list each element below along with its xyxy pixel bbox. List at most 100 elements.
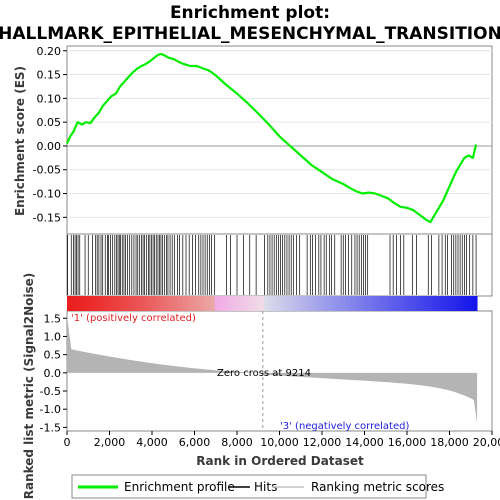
metric-y-tick-label: 1.5 [44,312,62,325]
colorbar-segment [226,296,232,311]
colorbar-segment [267,296,273,311]
colorbar-segment [284,296,289,311]
colorbar-segment [300,296,306,311]
colorbar-segment [399,296,404,311]
colorbar-segment [169,296,175,311]
colorbar-segment [161,296,166,311]
colorbar-segment [165,296,170,311]
colorbar-segment [153,296,158,311]
x-tick-label: 10,000 [260,436,299,449]
colorbar-segment [403,296,408,311]
colorbar-segment [272,296,277,311]
colorbar-segment [157,296,162,311]
colorbar-segment [91,296,97,311]
colorbar-segment [308,296,314,311]
colorbar-segment [296,296,302,311]
colorbar-segment [468,296,474,311]
colorbar-segment [181,296,187,311]
colorbar-segment [374,296,380,311]
colorbar-segment [345,296,351,311]
colorbar-segment [263,296,269,311]
x-tick-label: 6,000 [179,436,211,449]
x-tick-label: 4,000 [136,436,168,449]
colorbar-segment [280,296,285,311]
colorbar-segment [120,296,125,311]
x-tick-label: 12,000 [303,436,342,449]
colorbar-segment [473,296,478,311]
metric-y-tick-label: -1.0 [40,403,61,416]
hits-plot-area [67,235,477,295]
colorbar-segment [194,296,199,311]
colorbar-segment [190,296,195,311]
enrichment-profile-line [65,52,478,224]
colorbar-segment [99,296,105,311]
colorbar-segment [83,296,88,311]
metric-y-tick-label: -1.5 [40,421,61,434]
x-tick-label: 0 [64,436,71,449]
x-tick-label: 2,000 [94,436,126,449]
negative-correlation-label: '3' (negatively correlated) [280,421,409,432]
metric-y-tick-label: 1.0 [44,330,62,343]
colorbar-segment [440,296,445,311]
colorbar-segment [321,296,326,311]
colorbar-segment [325,296,330,311]
colorbar-segment [366,296,371,311]
colorbar-segment [436,296,441,311]
colorbar-segment [354,296,359,311]
colorbar-segment [132,296,138,311]
colorbar-segment [173,296,179,311]
colorbar-segment [444,296,449,311]
colorbar-segment [222,296,228,311]
metric-y-tick-label: 0.0 [44,367,62,380]
colorbar-segment [370,296,375,311]
colorbar-segment [218,296,224,311]
colorbar-segment [231,296,236,311]
colorbar-segment [251,296,257,311]
colorbar-segment [362,296,367,311]
chart-title-line2: HALLMARK_EPITHELIAL_MESENCHYMAL_TRANSITI… [0,24,500,44]
colorbar-segment [149,296,154,311]
colorbar-segment [358,296,363,311]
metric-y-tick-label: 0.5 [44,349,62,362]
es-y-tick-label: 0.00 [37,140,62,153]
colorbar-segment [427,296,433,311]
colorbar-segment [128,296,134,311]
colorbar-segment [210,296,216,311]
es-y-tick-label: 0.10 [37,92,62,105]
colorbar-segment [259,296,265,311]
colorbar-segment [276,296,281,311]
colorbar-segment [239,296,244,311]
colorbar-segment [177,296,183,311]
colorbar-segment [349,296,355,311]
colorbar-segment [329,296,334,311]
axes: 0.200.150.100.050.00-0.05-0.10-0.151.51.… [33,45,500,449]
legend-metric-label: Ranking metric scores [311,480,444,494]
metric-plot-area [67,311,478,431]
colorbar-segment [103,296,109,311]
colorbar-segment [341,296,347,311]
colorbar-segment [432,296,437,311]
ranking-metric-area [67,315,478,424]
es-y-axis-label: Enrichment score (ES) [13,66,27,216]
colorbar-segment [108,296,113,311]
colorbar-segment [382,296,388,311]
colorbar-segment [456,296,462,311]
chart-title-line1: Enrichment plot: [170,3,330,23]
colorbar-segment [144,296,150,311]
colorbar-segment [206,296,211,311]
metric-y-axis-label: Ranked list metric (Signal2Noise) [22,273,36,500]
colorbar-segment [386,296,392,311]
colorbar-segment [75,296,80,311]
x-tick-label: 14,000 [345,436,384,449]
colorbar-segment [464,296,470,311]
colorbar-segment [198,296,203,311]
es-y-tick-label: -0.15 [33,211,61,224]
colorbar-segment [317,296,322,311]
colorbar-segment [136,296,142,311]
es-y-tick-label: -0.10 [33,188,61,201]
colorbar-segment [67,296,72,311]
colorbar-segment [378,296,384,311]
colorbar-segment [452,296,458,311]
colorbar-segment [185,296,191,311]
